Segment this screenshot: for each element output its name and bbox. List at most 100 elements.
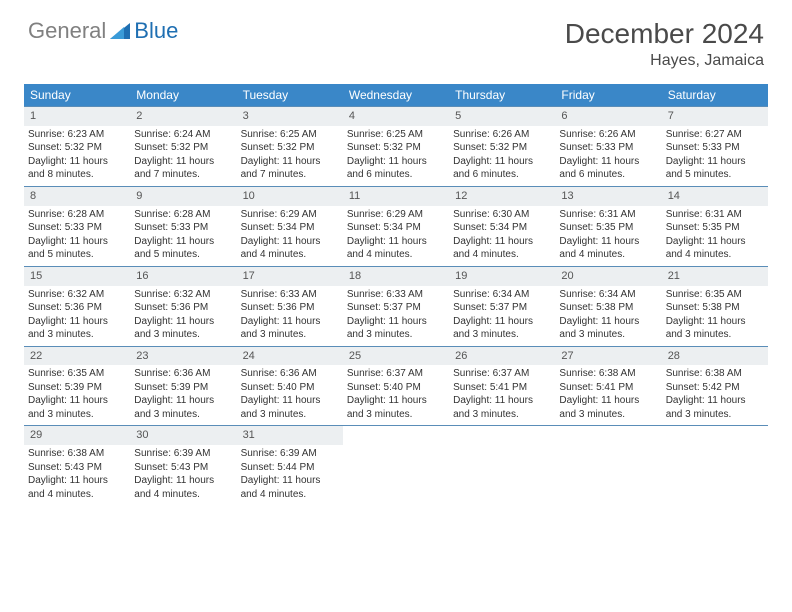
day-number: 4 xyxy=(343,107,449,126)
day-cell: 11Sunrise: 6:29 AMSunset: 5:34 PMDayligh… xyxy=(343,187,449,266)
daylight-text: Daylight: 11 hours xyxy=(134,235,232,249)
daylight-text: Daylight: 11 hours xyxy=(666,394,764,408)
day-number: 16 xyxy=(130,267,236,286)
logo-text-blue: Blue xyxy=(134,18,178,44)
day-body: Sunrise: 6:24 AMSunset: 5:32 PMDaylight:… xyxy=(130,128,236,182)
daylight-text: and 6 minutes. xyxy=(347,168,445,182)
day-number: 31 xyxy=(237,426,343,445)
sunrise-text: Sunrise: 6:36 AM xyxy=(241,367,339,381)
daylight-text: and 4 minutes. xyxy=(134,488,232,502)
sunset-text: Sunset: 5:34 PM xyxy=(241,221,339,235)
daylight-text: Daylight: 11 hours xyxy=(134,315,232,329)
daylight-text: Daylight: 11 hours xyxy=(347,235,445,249)
daylight-text: Daylight: 11 hours xyxy=(28,394,126,408)
sunset-text: Sunset: 5:32 PM xyxy=(453,141,551,155)
sunset-text: Sunset: 5:43 PM xyxy=(28,461,126,475)
daylight-text: and 3 minutes. xyxy=(453,328,551,342)
day-body: Sunrise: 6:27 AMSunset: 5:33 PMDaylight:… xyxy=(662,128,768,182)
day-number: 2 xyxy=(130,107,236,126)
day-number: 15 xyxy=(24,267,130,286)
sunset-text: Sunset: 5:39 PM xyxy=(134,381,232,395)
daylight-text: Daylight: 11 hours xyxy=(559,315,657,329)
daylight-text: and 3 minutes. xyxy=(453,408,551,422)
day-number: 21 xyxy=(662,267,768,286)
day-number: 1 xyxy=(24,107,130,126)
day-body: Sunrise: 6:29 AMSunset: 5:34 PMDaylight:… xyxy=(343,208,449,262)
day-number: 8 xyxy=(24,187,130,206)
day-cell: 7Sunrise: 6:27 AMSunset: 5:33 PMDaylight… xyxy=(662,107,768,186)
sunrise-text: Sunrise: 6:36 AM xyxy=(134,367,232,381)
daylight-text: and 4 minutes. xyxy=(666,248,764,262)
daylight-text: and 7 minutes. xyxy=(134,168,232,182)
daylight-text: and 3 minutes. xyxy=(241,328,339,342)
sunset-text: Sunset: 5:32 PM xyxy=(347,141,445,155)
day-number: 14 xyxy=(662,187,768,206)
daylight-text: and 6 minutes. xyxy=(453,168,551,182)
day-cell: 8 Sunrise: 6:28 AMSunset: 5:33 PMDaylight… xyxy=(24,187,130,266)
daylight-text: Daylight: 11 hours xyxy=(559,235,657,249)
sunset-text: Sunset: 5:42 PM xyxy=(666,381,764,395)
sunset-text: Sunset: 5:37 PM xyxy=(347,301,445,315)
daylight-text: and 3 minutes. xyxy=(241,408,339,422)
sunrise-text: Sunrise: 6:37 AM xyxy=(453,367,551,381)
day-header-sunday: Sunday xyxy=(24,84,130,106)
day-body: Sunrise: 6:32 AMSunset: 5:36 PMDaylight:… xyxy=(130,288,236,342)
sunset-text: Sunset: 5:32 PM xyxy=(28,141,126,155)
day-number: 27 xyxy=(555,347,661,366)
day-cell: 9Sunrise: 6:28 AMSunset: 5:33 PMDaylight… xyxy=(130,187,236,266)
day-cell: 12Sunrise: 6:30 AMSunset: 5:34 PMDayligh… xyxy=(449,187,555,266)
day-body: Sunrise: 6:26 AMSunset: 5:32 PMDaylight:… xyxy=(449,128,555,182)
sunrise-text: Sunrise: 6:34 AM xyxy=(559,288,657,302)
sunrise-text: Sunrise: 6:31 AM xyxy=(559,208,657,222)
daylight-text: and 3 minutes. xyxy=(347,408,445,422)
daylight-text: and 5 minutes. xyxy=(28,248,126,262)
daylight-text: Daylight: 11 hours xyxy=(134,155,232,169)
day-number: 10 xyxy=(237,187,343,206)
sunset-text: Sunset: 5:33 PM xyxy=(28,221,126,235)
day-body: Sunrise: 6:31 AMSunset: 5:35 PMDaylight:… xyxy=(662,208,768,262)
day-cell: 29Sunrise: 6:38 AMSunset: 5:43 PMDayligh… xyxy=(24,426,130,505)
day-header-row: SundayMondayTuesdayWednesdayThursdayFrid… xyxy=(24,84,768,106)
week-row: 1Sunrise: 6:23 AMSunset: 5:32 PMDaylight… xyxy=(24,106,768,186)
day-body: Sunrise: 6:28 AMSunset: 5:33 PMDaylight:… xyxy=(24,208,130,262)
day-cell xyxy=(449,426,555,505)
daylight-text: and 4 minutes. xyxy=(559,248,657,262)
daylight-text: Daylight: 11 hours xyxy=(28,155,126,169)
week-row: 15Sunrise: 6:32 AMSunset: 5:36 PMDayligh… xyxy=(24,266,768,346)
sunrise-text: Sunrise: 6:38 AM xyxy=(28,447,126,461)
day-cell: 24Sunrise: 6:36 AMSunset: 5:40 PMDayligh… xyxy=(237,347,343,426)
day-header-tuesday: Tuesday xyxy=(237,84,343,106)
sunset-text: Sunset: 5:40 PM xyxy=(241,381,339,395)
day-number: 13 xyxy=(555,187,661,206)
daylight-text: and 3 minutes. xyxy=(28,328,126,342)
sunrise-text: Sunrise: 6:26 AM xyxy=(559,128,657,142)
day-body: Sunrise: 6:33 AMSunset: 5:36 PMDaylight:… xyxy=(237,288,343,342)
day-body: Sunrise: 6:26 AMSunset: 5:33 PMDaylight:… xyxy=(555,128,661,182)
day-number: 26 xyxy=(449,347,555,366)
day-body: Sunrise: 6:25 AMSunset: 5:32 PMDaylight:… xyxy=(237,128,343,182)
sunrise-text: Sunrise: 6:29 AM xyxy=(241,208,339,222)
day-body: Sunrise: 6:28 AMSunset: 5:33 PMDaylight:… xyxy=(130,208,236,262)
day-cell: 14 Sunrise: 6:31 AMSunset: 5:35 PMDayligh… xyxy=(662,187,768,266)
day-body: Sunrise: 6:35 AMSunset: 5:39 PMDaylight:… xyxy=(24,367,130,421)
day-number: 20 xyxy=(555,267,661,286)
day-body: Sunrise: 6:25 AMSunset: 5:32 PMDaylight:… xyxy=(343,128,449,182)
daylight-text: Daylight: 11 hours xyxy=(347,394,445,408)
sunset-text: Sunset: 5:44 PM xyxy=(241,461,339,475)
sunrise-text: Sunrise: 6:25 AM xyxy=(347,128,445,142)
day-body: Sunrise: 6:37 AMSunset: 5:41 PMDaylight:… xyxy=(449,367,555,421)
day-header-saturday: Saturday xyxy=(662,84,768,106)
day-header-thursday: Thursday xyxy=(449,84,555,106)
daylight-text: Daylight: 11 hours xyxy=(134,474,232,488)
day-body: Sunrise: 6:39 AMSunset: 5:43 PMDaylight:… xyxy=(130,447,236,501)
sunset-text: Sunset: 5:35 PM xyxy=(666,221,764,235)
sunset-text: Sunset: 5:43 PM xyxy=(134,461,232,475)
day-number: 25 xyxy=(343,347,449,366)
daylight-text: Daylight: 11 hours xyxy=(28,315,126,329)
daylight-text: and 3 minutes. xyxy=(347,328,445,342)
day-cell: 31Sunrise: 6:39 AMSunset: 5:44 PMDayligh… xyxy=(237,426,343,505)
day-header-wednesday: Wednesday xyxy=(343,84,449,106)
daylight-text: and 3 minutes. xyxy=(666,408,764,422)
day-cell: 22Sunrise: 6:35 AMSunset: 5:39 PMDayligh… xyxy=(24,347,130,426)
sunrise-text: Sunrise: 6:35 AM xyxy=(666,288,764,302)
